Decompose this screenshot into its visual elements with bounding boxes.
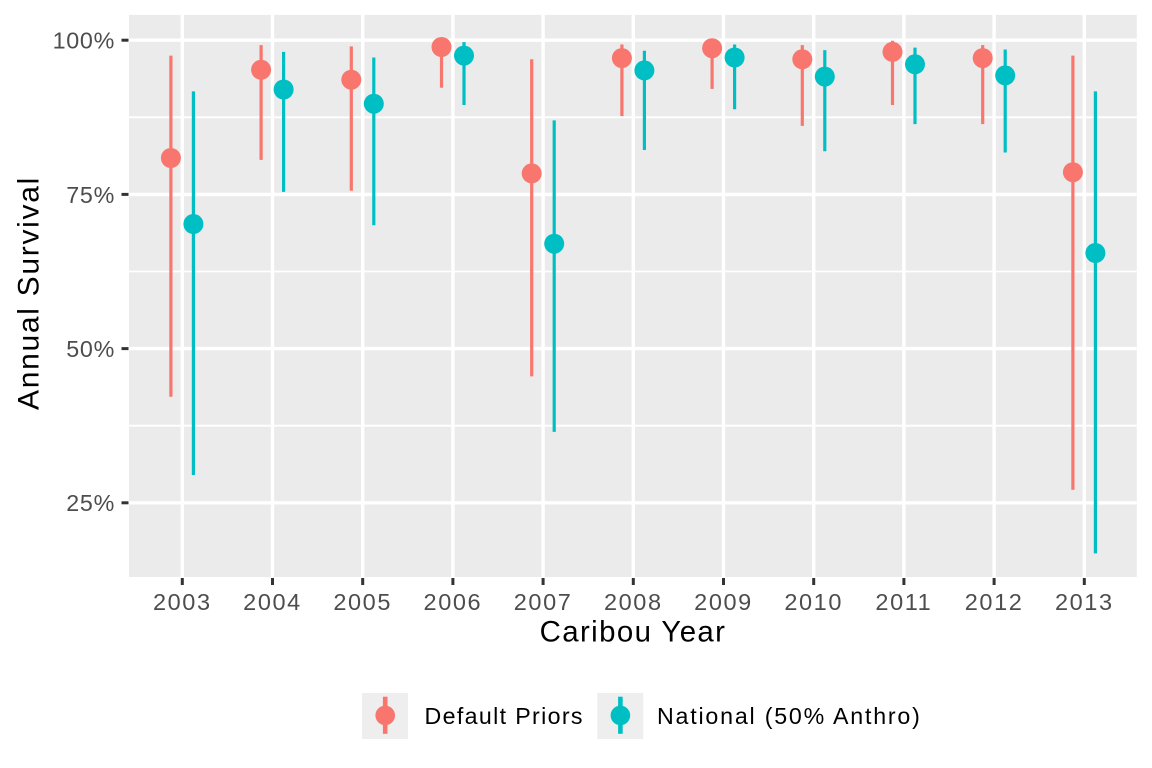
svg-text:2008: 2008 xyxy=(604,589,663,615)
svg-text:Default Priors: Default Priors xyxy=(425,703,584,729)
svg-text:2013: 2013 xyxy=(1055,589,1114,615)
svg-text:National (50% Anthro): National (50% Anthro) xyxy=(657,703,922,729)
svg-text:2010: 2010 xyxy=(784,589,843,615)
svg-text:2009: 2009 xyxy=(694,589,753,615)
svg-text:2012: 2012 xyxy=(965,589,1024,615)
svg-text:50%: 50% xyxy=(66,336,115,362)
svg-text:Caribou Year: Caribou Year xyxy=(540,615,727,648)
svg-text:2003: 2003 xyxy=(153,589,212,615)
svg-text:2005: 2005 xyxy=(333,589,392,615)
svg-text:75%: 75% xyxy=(66,182,115,208)
svg-text:2007: 2007 xyxy=(514,589,573,615)
svg-text:100%: 100% xyxy=(53,28,115,54)
svg-text:2011: 2011 xyxy=(875,589,932,615)
svg-text:2004: 2004 xyxy=(243,589,302,615)
svg-text:Annual Survival: Annual Survival xyxy=(13,176,46,410)
svg-text:2006: 2006 xyxy=(424,589,483,615)
svg-text:25%: 25% xyxy=(66,490,115,516)
